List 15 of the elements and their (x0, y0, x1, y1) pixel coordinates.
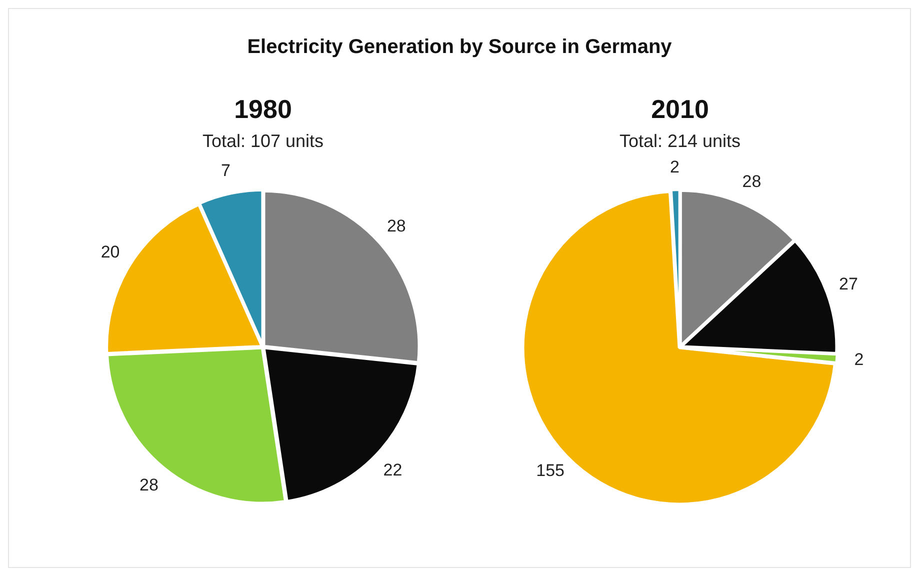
chart-title: 2010 (650, 94, 710, 125)
data-label: 27 (839, 274, 858, 294)
data-label: 28 (386, 216, 406, 236)
data-label: 7 (220, 161, 230, 180)
text: Electricity Generation by Source in Germany (246, 36, 673, 59)
chart-title: 1980 (233, 94, 293, 125)
data-label: 2 (854, 350, 864, 369)
data-label: 28 (140, 475, 158, 494)
data-label: 155 (536, 460, 564, 480)
chart-subtitle: Total: 107 units (201, 131, 325, 152)
data-label: 22 (383, 460, 402, 480)
chart-subtitle: Total: 214 units (618, 131, 742, 152)
data-label: 20 (100, 242, 120, 262)
data-label: 2 (670, 157, 680, 176)
data-label: 28 (742, 172, 762, 192)
